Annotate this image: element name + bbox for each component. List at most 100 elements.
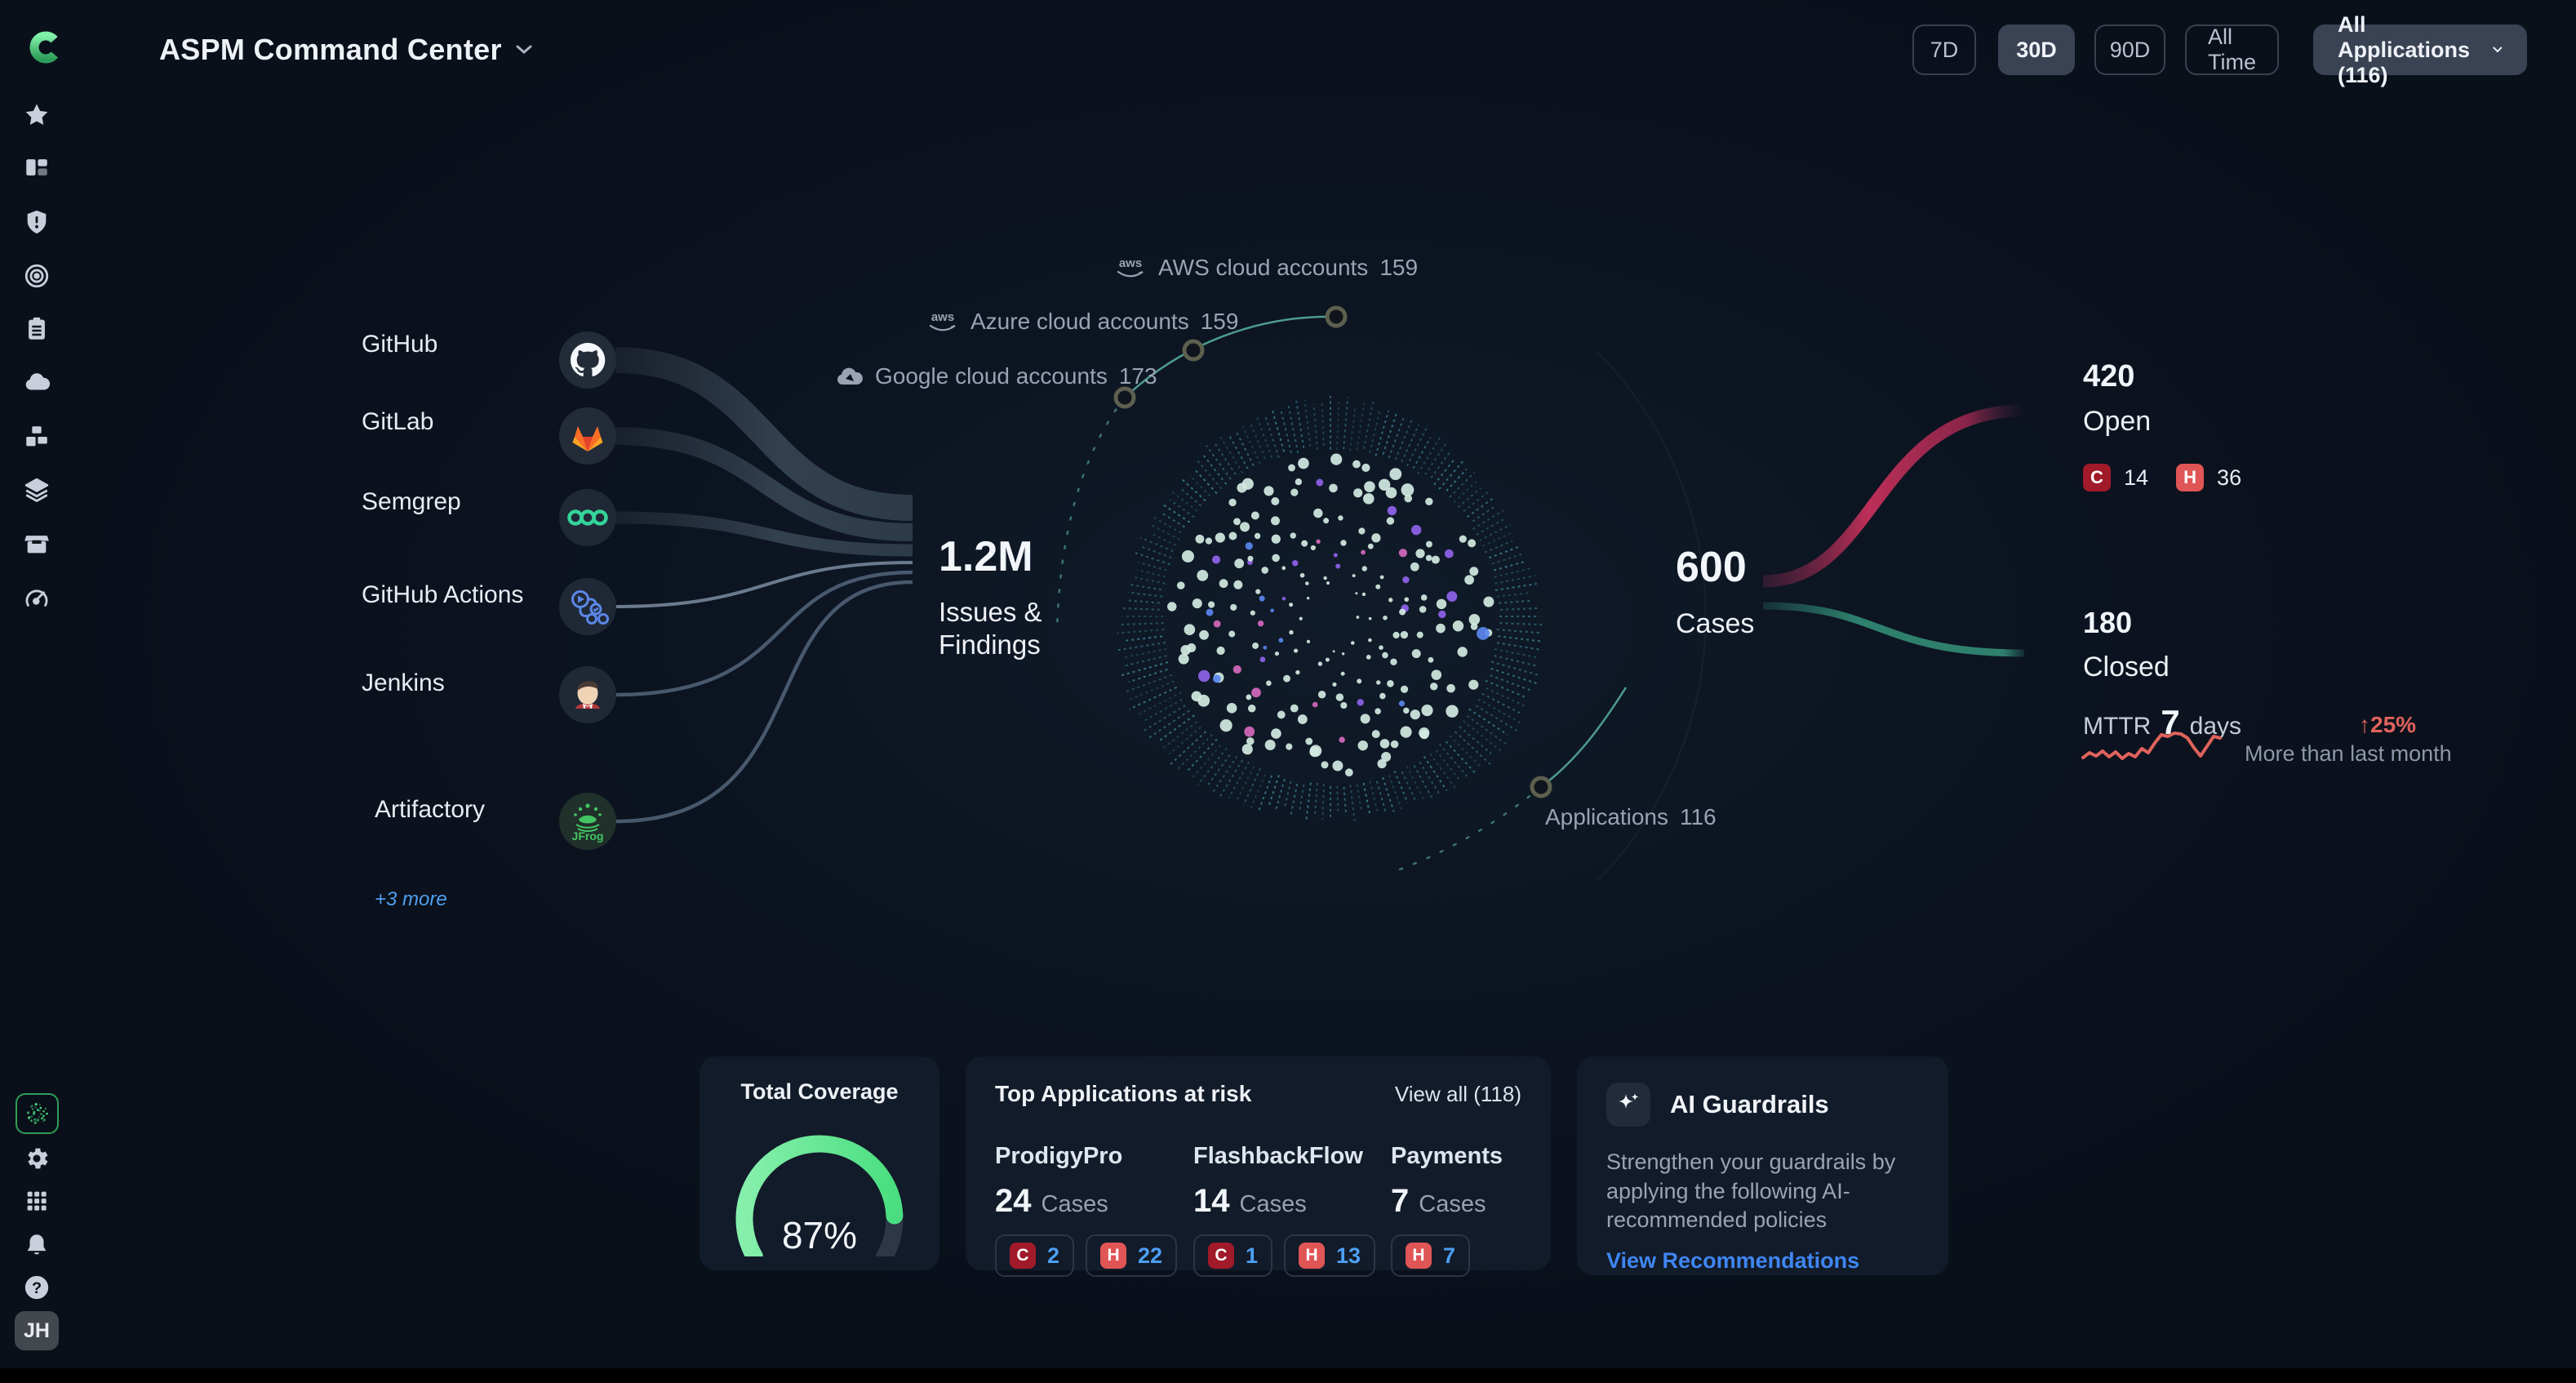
artifactory-jfrog-icon[interactable]: JFrog: [559, 793, 616, 850]
svg-text:aws: aws: [1119, 256, 1142, 270]
coverage-card: Total Coverage 87%: [700, 1056, 939, 1270]
app-cases-suffix: Cases: [1041, 1191, 1108, 1217]
bottom-strip: [0, 1368, 2576, 1383]
critical-count: 2: [1047, 1243, 1060, 1268]
trend-pct: 25%: [2370, 712, 2417, 737]
sidebar-item-benchmarks[interactable]: [21, 583, 52, 614]
user-avatar[interactable]: JH: [15, 1311, 59, 1350]
page-title: ASPM Command Center: [159, 33, 502, 66]
semgrep-icon[interactable]: [559, 489, 616, 546]
orbit-arcs: [1055, 315, 1707, 881]
sidebar-item-favorites[interactable]: [21, 100, 52, 131]
critical-badge: C: [1208, 1243, 1234, 1269]
source-ribbons: [615, 347, 913, 824]
gitlab-icon[interactable]: [559, 407, 616, 465]
closed-label: Closed: [2083, 651, 2170, 683]
sidebar-item-policies[interactable]: [21, 260, 52, 291]
sidebar-item-reports[interactable]: [21, 314, 52, 345]
command-center-icon: [26, 1102, 48, 1124]
google-accounts-label: Google cloud accounts 173: [834, 363, 1157, 389]
github-actions-icon[interactable]: [559, 578, 616, 635]
open-value: 420: [2083, 359, 2135, 394]
high-pill: H 13: [1284, 1234, 1376, 1277]
critical-badge: C: [1010, 1243, 1036, 1269]
critical-pill: C 1: [1193, 1234, 1273, 1277]
aws-icon: aws: [1117, 256, 1144, 278]
sidebar-item-apps-grid[interactable]: [21, 1185, 52, 1216]
account-label: Google cloud accounts: [875, 363, 1108, 389]
high-count: 36: [2217, 465, 2242, 490]
sidebar-item-settings[interactable]: [21, 1143, 52, 1174]
jenkins-icon[interactable]: [559, 666, 616, 723]
high-badge: H: [1406, 1243, 1432, 1269]
sidebar-item-help[interactable]: ?: [21, 1272, 52, 1303]
high-badge: H: [1299, 1243, 1326, 1269]
high-count: 22: [1138, 1243, 1163, 1268]
aws-icon: aws: [929, 310, 956, 331]
mttr-sparkline: [2081, 732, 2222, 760]
sidebar-item-cloud[interactable]: [21, 367, 52, 398]
svg-text:aws: aws: [931, 310, 954, 324]
view-all-link[interactable]: View all (118): [1394, 1081, 1521, 1106]
top-apps-title: Top Applications at risk: [995, 1081, 1252, 1106]
chevron-down-icon: [2493, 47, 2503, 53]
time-range-30d[interactable]: 30D: [1998, 24, 2075, 75]
open-cases-block: 420 Open C 14 H 36: [2083, 359, 2241, 491]
svg-text:?: ?: [32, 1279, 42, 1297]
applications-label: Applications 116: [1545, 804, 1717, 830]
sidebar-item-components[interactable]: [21, 421, 52, 452]
account-count: 173: [1118, 363, 1157, 389]
closed-cases-block: 180 Closed MTTR 7 days: [2083, 606, 2241, 742]
svg-text:JFrog: JFrog: [572, 829, 604, 843]
sidebar-item-marketplace[interactable]: [21, 528, 52, 559]
source-label-artifactory: Artifactory: [375, 796, 486, 823]
account-label: Applications: [1545, 804, 1668, 829]
cases-total: 600 Cases: [1676, 543, 1754, 640]
app-cases-value: 7: [1391, 1183, 1410, 1219]
sidebar-item-dashboards[interactable]: [21, 152, 52, 183]
critical-count: 14: [2124, 465, 2149, 490]
time-range-7d[interactable]: 7D: [1912, 24, 1976, 75]
app-risk-column: FlashbackFlow 14 Cases C 1 H 13: [1193, 1143, 1391, 1277]
app-name: ProdigyPro: [995, 1143, 1123, 1169]
sources-more-link[interactable]: +3 more: [375, 888, 447, 910]
app-cases-value: 14: [1193, 1183, 1230, 1219]
app-risk-column: Payments 7 Cases H 7: [1391, 1143, 1521, 1277]
cloud-icon: [837, 367, 863, 385]
view-recommendations-link[interactable]: View Recommendations: [1606, 1247, 1860, 1273]
app-risk-column: ProdigyPro 24 Cases C 2 H 22: [995, 1143, 1193, 1277]
application-filter-dropdown[interactable]: All Applications (116): [2313, 12, 2527, 87]
high-badge: H: [1100, 1243, 1127, 1269]
high-badge: H: [2176, 464, 2205, 491]
trend-arrow-icon: ↑: [2359, 712, 2370, 737]
critical-pill: C 2: [995, 1234, 1075, 1277]
mttr-unit: days: [2189, 713, 2242, 740]
sidebar-item-notifications[interactable]: [21, 1230, 52, 1261]
brand-logo: [29, 31, 62, 64]
top-apps-card: Top Applications at risk View all (118) …: [966, 1056, 1551, 1277]
findings-radial-chart: [1116, 395, 1544, 821]
high-count: 13: [1336, 1243, 1361, 1268]
mttr-label: MTTR: [2083, 713, 2152, 740]
coverage-value: 87%: [782, 1214, 857, 1256]
trend-badge: ↑25%: [2359, 712, 2416, 738]
ai-card-title: AI Guardrails: [1670, 1090, 1829, 1118]
sidebar-item-command-center-active[interactable]: [16, 1093, 59, 1134]
issues-value: 1.2M: [939, 533, 1033, 580]
sidebar-item-layers[interactable]: [21, 474, 52, 505]
account-label: AWS cloud accounts: [1158, 255, 1369, 280]
github-icon[interactable]: [559, 331, 616, 389]
time-range-90d[interactable]: 90D: [2094, 24, 2165, 75]
source-label-jenkins: Jenkins: [362, 669, 445, 696]
issues-total: 1.2M Issues & Findings: [939, 532, 1042, 662]
source-label-github: GitHub: [362, 331, 438, 358]
app-name: FlashbackFlow: [1193, 1143, 1363, 1169]
app-name: Payments: [1391, 1143, 1503, 1169]
sidebar-item-risks[interactable]: [21, 207, 52, 238]
source-label-gitlab: GitLab: [362, 408, 434, 435]
app-cases-suffix: Cases: [1419, 1191, 1486, 1217]
time-range-all[interactable]: All Time: [2185, 24, 2279, 75]
open-label: Open: [2083, 406, 2152, 437]
page-title-row[interactable]: ASPM Command Center: [159, 33, 533, 67]
